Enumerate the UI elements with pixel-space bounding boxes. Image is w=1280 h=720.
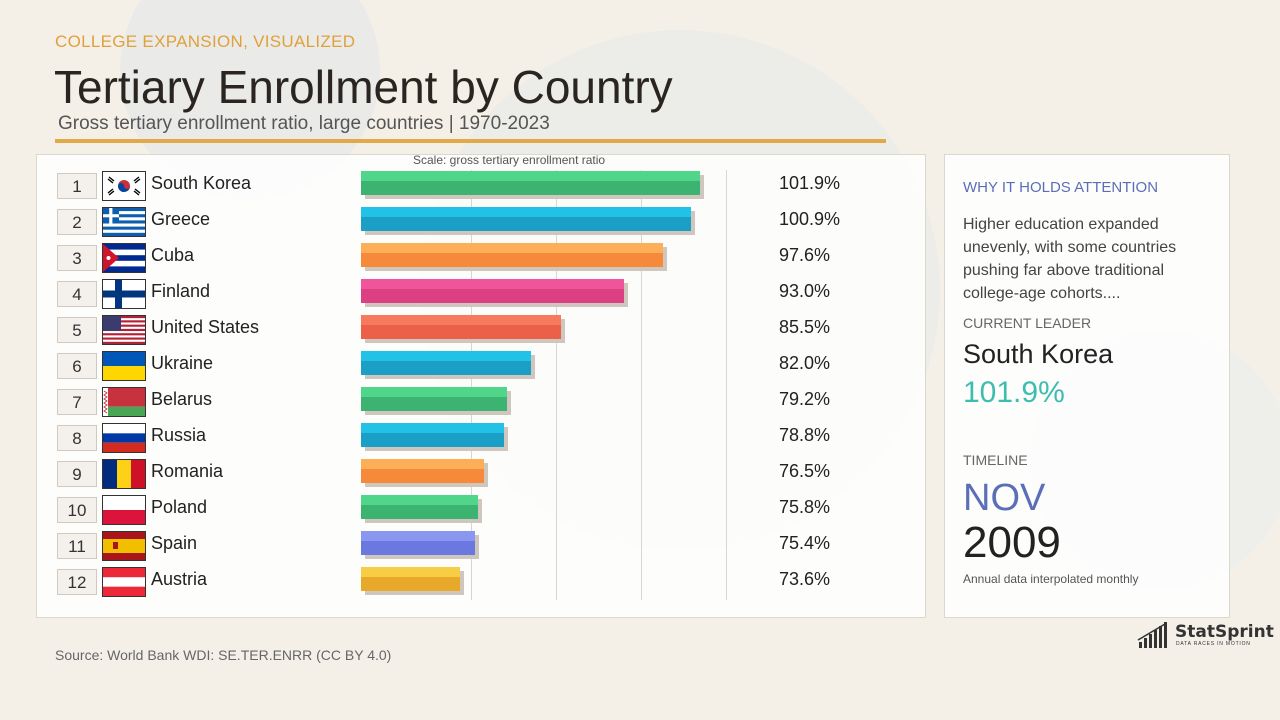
country-label: Ukraine: [151, 353, 214, 373]
bar: [361, 315, 561, 339]
brand-tagline: DATA RACES IN MOTION: [1176, 641, 1251, 647]
rank-number: 9: [57, 461, 97, 487]
bar-highlight: [361, 531, 475, 541]
country-label: Finland: [151, 281, 211, 301]
bar: [361, 243, 664, 267]
flag-icon: [102, 279, 146, 309]
value-label: 85.5%: [779, 317, 831, 337]
timeline-year: 2009: [963, 518, 1061, 567]
flag-icon: [102, 495, 146, 525]
interpolation-note: Annual data interpolated monthly: [963, 572, 1139, 586]
bar-highlight: [361, 567, 460, 577]
bar-highlight: [361, 243, 664, 253]
bar: [361, 423, 504, 447]
country-label: Romania: [151, 461, 224, 481]
flag-icon: [102, 423, 146, 453]
scale-label: Scale: gross tertiary enrollment ratio: [413, 153, 606, 167]
bar-highlight: [361, 207, 692, 217]
title-underline: [55, 139, 886, 143]
value-label: 76.5%: [779, 461, 831, 481]
value-label: 101.9%: [779, 173, 841, 193]
gridline: [726, 170, 727, 600]
flag-icon: [102, 459, 146, 489]
value-label: 78.8%: [779, 425, 831, 445]
value-label: 100.9%: [779, 209, 841, 229]
rank-number: 5: [57, 317, 97, 343]
gridline: [471, 170, 472, 600]
bar: [361, 567, 460, 591]
country-label: Spain: [151, 533, 198, 553]
flag-icon: [102, 171, 146, 201]
rank-number: 10: [57, 497, 97, 523]
value-label: 75.4%: [779, 533, 831, 553]
bar: [361, 279, 625, 303]
bar-highlight: [361, 351, 531, 361]
bar-highlight: [361, 387, 508, 397]
timeline-label: TIMELINE: [963, 452, 1028, 468]
source-note: Source: World Bank WDI: SE.TER.ENRR (CC …: [55, 647, 392, 663]
rank-number: 11: [57, 533, 97, 559]
rank-number: 2: [57, 209, 97, 235]
bar: [361, 171, 700, 195]
brand-logo-icon: [1137, 622, 1167, 648]
value-label: 75.8%: [779, 497, 831, 517]
bar-highlight: [361, 423, 504, 433]
leader-value: 101.9%: [963, 376, 1065, 409]
brand-name: StatSprint: [1175, 622, 1274, 642]
bar: [361, 495, 479, 519]
bar: [361, 387, 508, 411]
flag-icon: [102, 531, 146, 561]
bar-highlight: [361, 459, 485, 469]
flag-icon: [102, 207, 146, 237]
rank-number: 7: [57, 389, 97, 415]
rank-number: 6: [57, 353, 97, 379]
rank-number: 1: [57, 173, 97, 199]
timeline-month: NOV: [963, 477, 1046, 519]
bar: [361, 207, 692, 231]
country-label: Poland: [151, 497, 208, 517]
rank-number: 4: [57, 281, 97, 307]
bar: [361, 531, 475, 555]
value-label: 79.2%: [779, 389, 831, 409]
flag-icon: [102, 351, 146, 381]
country-label: Cuba: [151, 245, 195, 265]
country-label: Belarus: [151, 389, 213, 409]
value-label: 82.0%: [779, 353, 831, 373]
page-title: Tertiary Enrollment by Country: [54, 61, 673, 113]
gridline: [641, 170, 642, 600]
value-label: 97.6%: [779, 245, 831, 265]
kicker-text: COLLEGE EXPANSION, VISUALIZED: [55, 32, 356, 51]
country-label: Austria: [151, 569, 208, 589]
flag-icon: [102, 567, 146, 597]
country-label: Greece: [151, 209, 211, 229]
info-panel: [944, 154, 1230, 618]
bar-highlight: [361, 495, 479, 505]
bar-highlight: [361, 279, 625, 289]
leader-label: CURRENT LEADER: [963, 315, 1092, 331]
flag-icon: [102, 315, 146, 345]
leader-name: South Korea: [963, 339, 1114, 369]
value-label: 93.0%: [779, 281, 831, 301]
bar: [361, 351, 531, 375]
gridline: [556, 170, 557, 600]
country-label: South Korea: [151, 173, 252, 193]
country-label: Russia: [151, 425, 207, 445]
bar-highlight: [361, 315, 561, 325]
rank-number: 12: [57, 569, 97, 595]
country-label: United States: [151, 317, 260, 337]
bar: [361, 459, 485, 483]
rank-number: 3: [57, 245, 97, 271]
side-heading: WHY IT HOLDS ATTENTION: [963, 179, 1159, 196]
page-subtitle: Gross tertiary enrollment ratio, large c…: [58, 113, 550, 134]
flag-icon: [102, 243, 146, 273]
rank-number: 8: [57, 425, 97, 451]
flag-icon: [102, 387, 146, 417]
side-description: Higher education expanded unevenly, with…: [963, 216, 1177, 302]
bar-highlight: [361, 171, 700, 181]
value-label: 73.6%: [779, 569, 831, 589]
